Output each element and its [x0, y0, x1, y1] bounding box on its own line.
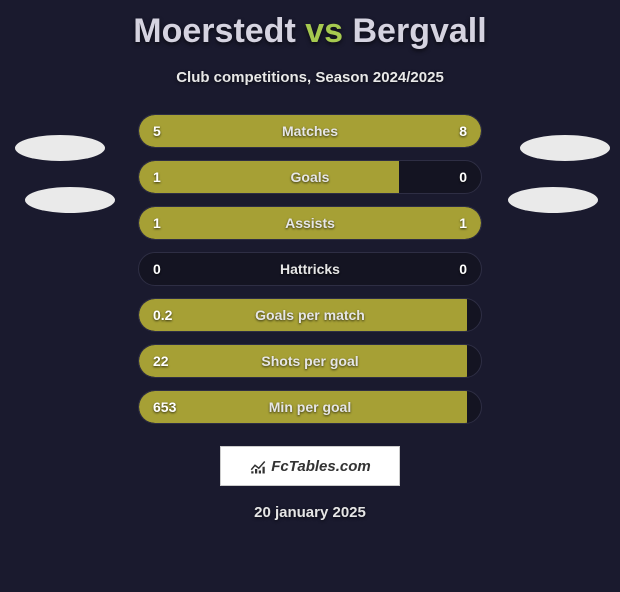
- stat-value-left: 0: [153, 261, 161, 277]
- stat-value-right: 0: [459, 261, 467, 277]
- stat-value-left: 5: [153, 123, 161, 139]
- stat-label: Goals: [291, 169, 330, 185]
- stat-row: 0 Hattricks 0: [138, 252, 482, 286]
- player-left-badge-1: [15, 135, 105, 161]
- player-right-badge-1: [520, 135, 610, 161]
- stat-value-left: 653: [153, 399, 176, 415]
- player-left-badge-2: [25, 187, 115, 213]
- source-logo[interactable]: FcTables.com: [220, 446, 400, 486]
- stat-value-right: 8: [459, 123, 467, 139]
- stat-row: 1 Assists 1: [138, 206, 482, 240]
- stat-label: Shots per goal: [261, 353, 358, 369]
- stat-value-left: 1: [153, 215, 161, 231]
- stat-label: Goals per match: [255, 307, 365, 323]
- stat-row: 22 Shots per goal: [138, 344, 482, 378]
- page-title: Moerstedt vs Bergvall: [0, 12, 620, 51]
- stat-value-left: 22: [153, 353, 169, 369]
- stat-value-right: 0: [459, 169, 467, 185]
- chart-icon: [249, 457, 267, 475]
- stat-row: 0.2 Goals per match: [138, 298, 482, 332]
- title-vs: vs: [305, 12, 343, 50]
- stat-label: Hattricks: [280, 261, 340, 277]
- logo-text: FcTables.com: [271, 458, 370, 475]
- stat-row: 1 Goals 0: [138, 160, 482, 194]
- player-right-badge-2: [508, 187, 598, 213]
- stat-value-left: 1: [153, 169, 161, 185]
- stat-value-left: 0.2: [153, 307, 172, 323]
- title-left: Moerstedt: [133, 12, 295, 50]
- stat-label: Assists: [285, 215, 335, 231]
- title-right: Bergvall: [353, 12, 487, 50]
- stat-row: 653 Min per goal: [138, 390, 482, 424]
- stat-label: Matches: [282, 123, 338, 139]
- stat-row: 5 Matches 8: [138, 114, 482, 148]
- date-text: 20 january 2025: [0, 504, 620, 521]
- stat-label: Min per goal: [269, 399, 351, 415]
- bar-left: [139, 161, 399, 193]
- stats-container: 5 Matches 8 1 Goals 0 1 Assists 1 0 Hattricks 0 0.2 G…: [0, 114, 620, 424]
- bar-right: [310, 207, 481, 239]
- subtitle: Club competitions, Season 2024/2025: [0, 69, 620, 86]
- stat-value-right: 1: [459, 215, 467, 231]
